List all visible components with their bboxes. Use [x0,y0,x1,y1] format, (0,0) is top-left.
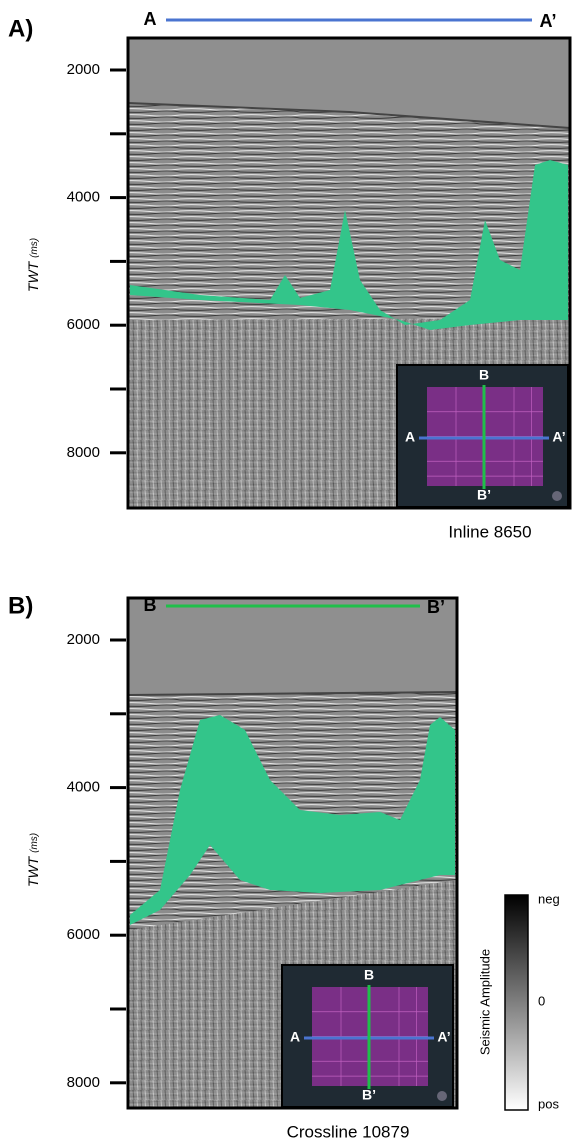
inset-label: B [479,367,489,383]
caption: Crossline 10879 [287,1122,410,1141]
inset-label: A [405,429,415,445]
y-tick-label: 4000 [67,189,100,206]
compass [437,1091,447,1101]
colorbar [504,894,529,1111]
y-tick-label: 8000 [67,1074,100,1091]
y-tick-label: 2000 [67,61,100,78]
axis-title-main: TWT [25,855,41,887]
y-tick-label: 8000 [67,444,100,461]
y-tick-label: 6000 [67,316,100,333]
section-end: A’ [539,11,556,31]
inset-label: B [364,967,374,983]
inset-label: B’ [362,1087,376,1103]
compass [552,491,562,501]
axis-title-text: TWT (ms) [25,238,41,292]
y-tick-label: 6000 [67,926,100,943]
inset-label: B’ [477,487,491,503]
section-start: B [144,595,157,615]
panel-label: A) [8,15,33,42]
axis-unit: (ms) [29,833,40,853]
section-start: A [144,9,157,29]
colorbar-label: neg [538,891,560,906]
axis-title-text: TWT (ms) [25,833,41,887]
axis-title-main: TWT [25,260,41,292]
colorbar-label: pos [538,1096,559,1111]
y-tick-label: 4000 [67,779,100,796]
inset-label: A’ [437,1029,450,1045]
axis-unit: (ms) [29,238,40,258]
axis-title: TWT (ms) [25,238,41,292]
inset-label: A [290,1029,300,1045]
y-tick-label: 2000 [67,631,100,648]
colorbar-label: 0 [538,993,545,1008]
inset-label: A’ [552,429,565,445]
axis-title: TWT (ms) [25,833,41,887]
caption: Inline 8650 [448,522,531,541]
colorbar-title: Seismic Amplitude [477,949,492,1055]
section-end: B’ [427,597,445,617]
panel-label: B) [8,592,33,619]
